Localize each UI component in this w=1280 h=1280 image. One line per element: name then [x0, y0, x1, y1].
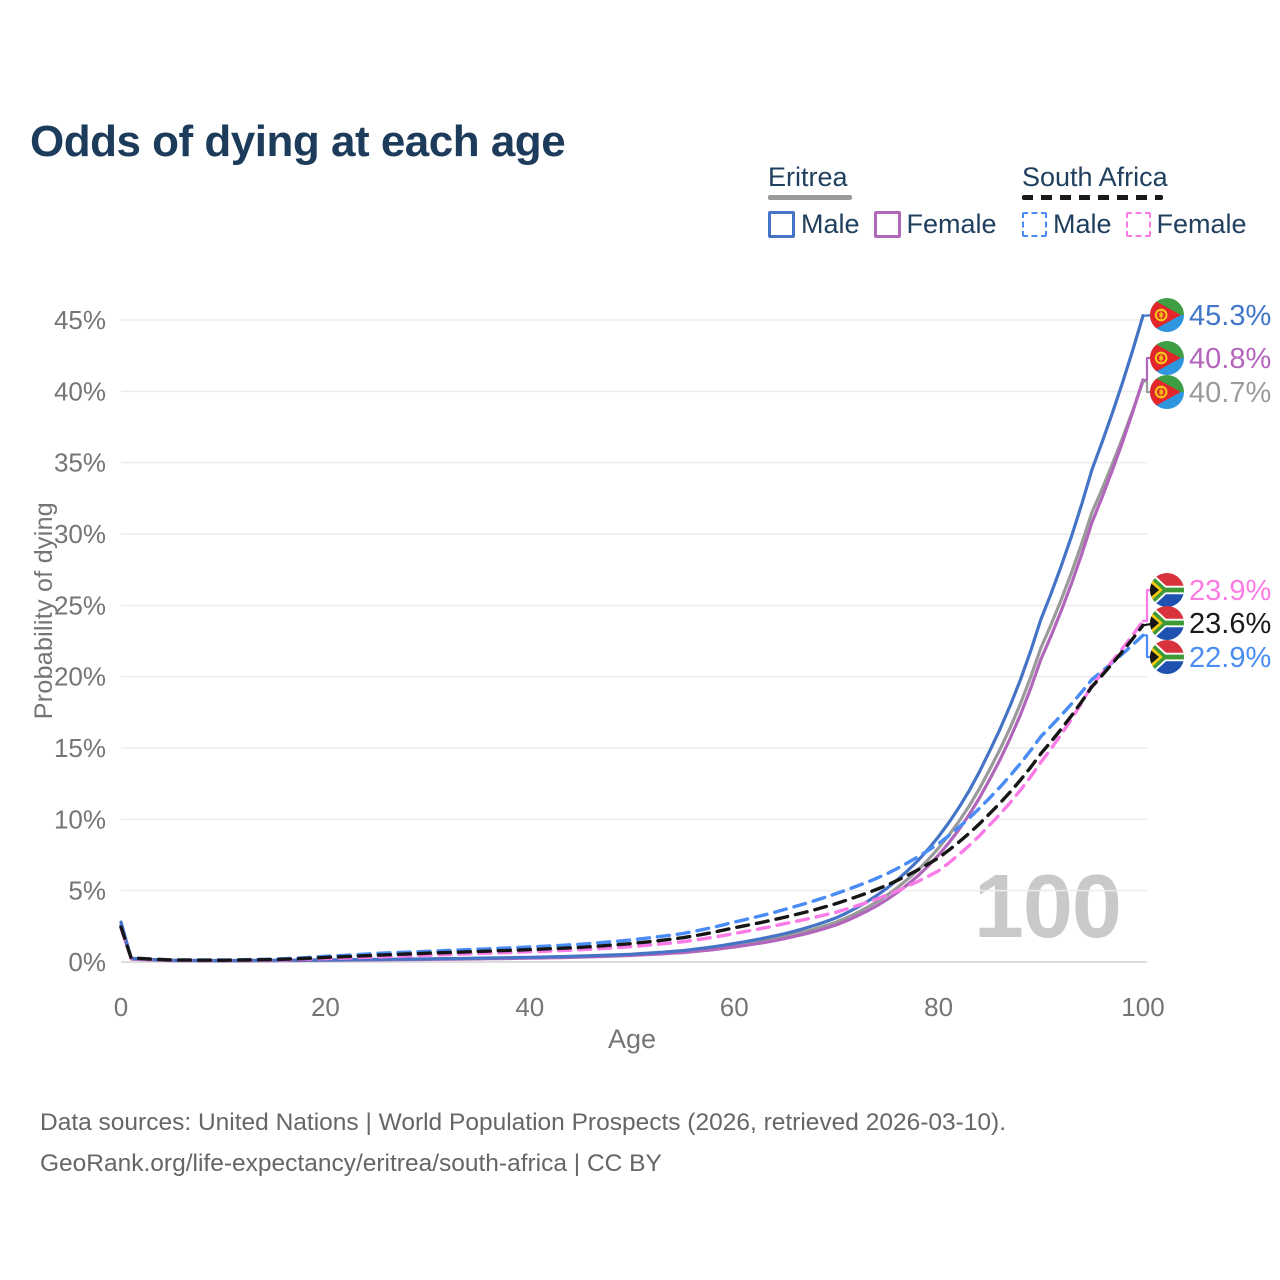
age-watermark: 100 — [973, 857, 1122, 957]
end-value-label: 40.8% — [1189, 343, 1271, 375]
series-line-south-africa-female — [119, 619, 1145, 963]
south-africa-male-swatch-icon — [1022, 212, 1047, 237]
eritrea-flag-icon — [1150, 375, 1184, 409]
legend-item-south-africa-female[interactable]: Female — [1125, 209, 1247, 240]
x-tick-label: 40 — [515, 992, 544, 1022]
legend-label: Female — [1156, 209, 1247, 239]
legend-item-eritrea-male[interactable]: Male — [768, 209, 860, 240]
data-sources-line: Data sources: United Nations | World Pop… — [40, 1109, 1007, 1136]
y-tick-label: 25% — [54, 590, 106, 620]
end-value-label: 45.3% — [1189, 300, 1271, 332]
series-line-south-africa-male — [119, 633, 1145, 962]
y-tick-label: 10% — [54, 804, 106, 834]
end-value-label: 40.7% — [1189, 377, 1271, 409]
legend-item-south-africa-male[interactable]: Male — [1022, 209, 1112, 240]
y-tick-label: 0% — [68, 947, 106, 977]
y-tick-label: 40% — [54, 376, 106, 406]
series-line-eritrea-female — [119, 378, 1145, 963]
x-tick-label: 0 — [114, 992, 128, 1022]
x-tick-label: 100 — [1121, 992, 1164, 1022]
x-axis-title: Age — [607, 1024, 657, 1054]
legend-label: Female — [906, 209, 997, 239]
legend-label: Male — [1053, 209, 1112, 239]
eritrea-female-swatch-icon — [873, 211, 901, 238]
data-sources-note: Data sources: United Nations | World Pop… — [40, 1102, 1006, 1184]
y-tick-label: 30% — [54, 519, 106, 549]
legend-item-eritrea-female[interactable]: Female — [873, 209, 997, 240]
legend-group-eritrea: Eritrea Male Female — [768, 163, 997, 240]
southafrica-flag-icon — [1149, 640, 1185, 674]
legend-linestyle-solid-sample — [768, 195, 852, 200]
y-tick-label: 45% — [54, 305, 106, 335]
legend-group-south-africa: South Africa Male Female — [1022, 163, 1247, 240]
south-africa-female-swatch-icon — [1125, 212, 1151, 237]
attribution-line: GeoRank.org/life-expectancy/eritrea/sout… — [40, 1150, 662, 1177]
eritrea-flag-icon — [1150, 341, 1184, 375]
y-tick-label: 35% — [54, 448, 106, 478]
southafrica-flag-icon — [1149, 606, 1185, 640]
y-tick-label: 15% — [54, 733, 106, 763]
x-tick-label: 20 — [311, 992, 340, 1022]
legend-country-eritrea: Eritrea — [768, 162, 848, 192]
page-title: Odds of dying at each age — [30, 117, 566, 167]
y-tick-label: 5% — [68, 876, 106, 906]
southafrica-flag-icon — [1149, 573, 1185, 607]
series-line-eritrea-total — [119, 379, 1145, 963]
end-value-label: 23.9% — [1189, 575, 1271, 607]
eritrea-flag-icon — [1150, 298, 1184, 332]
legend-linestyle-dashed-sample — [1022, 195, 1163, 200]
x-tick-label: 80 — [924, 992, 953, 1022]
eritrea-male-swatch-icon — [768, 211, 795, 238]
end-value-label: 22.9% — [1189, 642, 1271, 674]
series-line-eritrea-male — [119, 314, 1145, 963]
legend-country-south-africa: South Africa — [1022, 162, 1168, 192]
legend-label: Male — [801, 209, 860, 239]
x-tick-label: 60 — [720, 992, 749, 1022]
y-tick-label: 20% — [54, 662, 106, 692]
series-line-south-africa-total — [119, 623, 1145, 962]
end-value-label: 23.6% — [1189, 608, 1271, 640]
